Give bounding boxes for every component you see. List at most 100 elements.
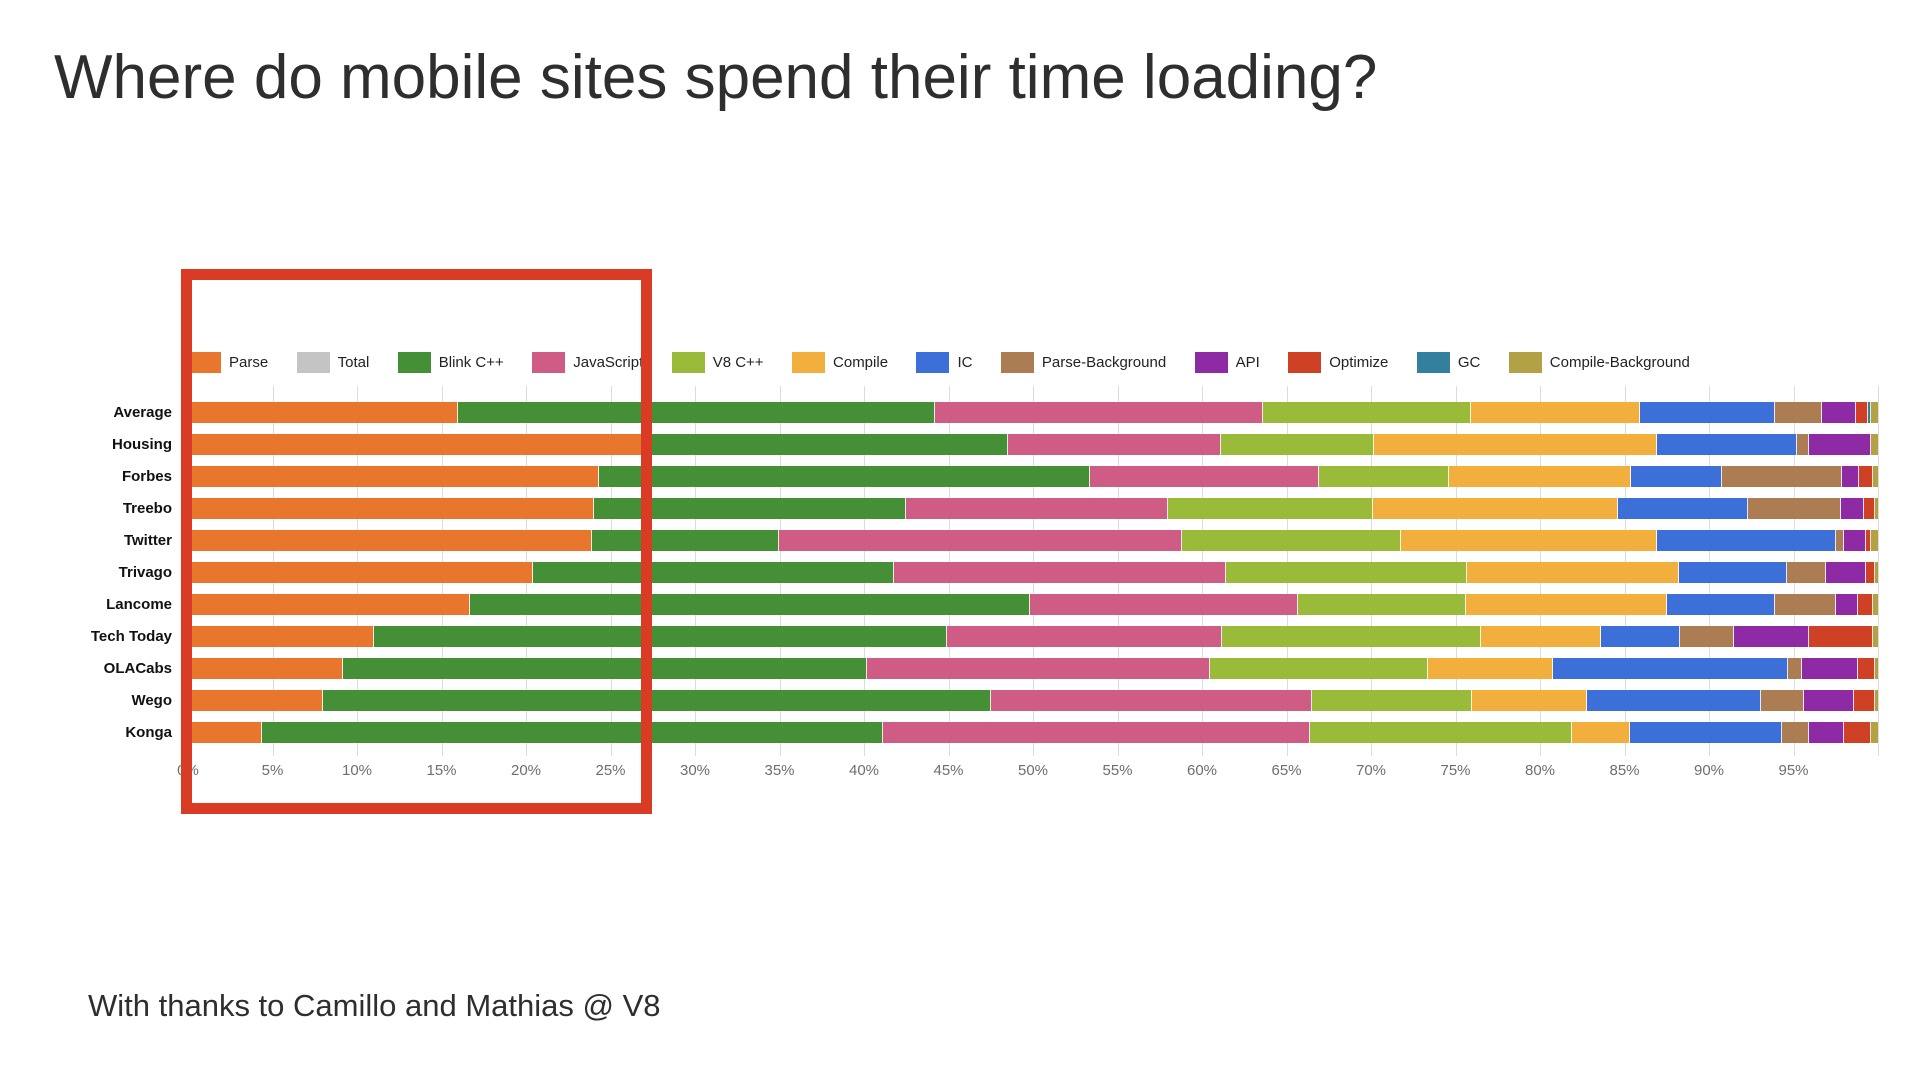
x-axis-tick-label: 75% (1440, 762, 1471, 779)
bar-segment-compile (1472, 690, 1588, 711)
bar-segment-blink-c- (532, 562, 895, 583)
bar-segment-blink-c- (262, 722, 883, 743)
bar-segment-parse (188, 722, 263, 743)
category-label: Tech Today (90, 628, 172, 645)
x-axis-tick-label: 20% (510, 762, 542, 779)
legend-item: Parse-Background (1000, 352, 1166, 373)
bar-segment-optimize (1864, 498, 1875, 519)
bar-segment-javascript (934, 402, 1263, 423)
bar-segment-parse (188, 530, 592, 551)
category-label: OLACabs (103, 660, 172, 677)
bar-segment-compile (1428, 658, 1554, 679)
x-axis-tick-label: 85% (1609, 762, 1640, 779)
legend-swatch-icon (1508, 352, 1542, 373)
bar-segment-javascript (946, 626, 1223, 647)
gridline (1878, 386, 1879, 756)
legend-label: Optimize (1329, 354, 1389, 371)
stacked-bar (188, 626, 1878, 647)
legend-swatch-icon (188, 352, 221, 373)
bar-segment-ic (1678, 562, 1787, 583)
legend-label: Blink C++ (438, 354, 504, 371)
category-label: Wego (131, 692, 172, 709)
legend-label: GC (1457, 354, 1481, 371)
legend-item: Compile-Background (1508, 352, 1690, 373)
bar-segment-javascript (990, 690, 1312, 711)
legend-label: JavaScript (573, 354, 644, 371)
bar-segment-parse (188, 562, 533, 583)
page-title: Where do mobile sites spend their time l… (54, 43, 1378, 112)
legend-swatch-icon (916, 352, 950, 373)
bar-segment-ic (1666, 594, 1775, 615)
category-label: Lancome (106, 596, 172, 613)
legend-swatch-icon (671, 352, 705, 373)
x-axis-tick-label: 25% (595, 762, 626, 779)
stacked-bar (188, 466, 1878, 487)
legend-swatch-icon (1416, 352, 1450, 373)
x-axis-tick-label: 40% (848, 762, 880, 779)
bar-segment-compile-background (1871, 722, 1878, 743)
legend-swatch-icon (1288, 352, 1322, 373)
x-axis-tick-label: 95% (1778, 762, 1809, 779)
bar-segment-api (1844, 530, 1867, 551)
x-axis-tick-label: 5% (261, 762, 284, 779)
category-label: Treebo (122, 500, 172, 517)
bar-segment-compile (1480, 626, 1601, 647)
bar-segment-parse (188, 594, 471, 615)
bar-segment-v8-c- (1225, 562, 1468, 583)
bar-segment-ic (1629, 722, 1782, 743)
bar-segment-blink-c- (591, 530, 780, 551)
legend-item: Total (296, 352, 369, 373)
bar-segment-api (1825, 562, 1867, 583)
category-label: Housing (112, 436, 172, 453)
x-axis-tick-label: 35% (764, 762, 795, 779)
legend-item: Parse (188, 352, 268, 373)
x-axis-tick-label: 15% (426, 762, 457, 779)
legend-item: JavaScript (532, 352, 643, 373)
bar-segment-parse (188, 626, 374, 647)
bar-segment-ic (1639, 402, 1775, 423)
category-label: Forbes (121, 468, 172, 485)
bar-segment-compile-background (1872, 466, 1878, 487)
bar-segment-optimize (1857, 594, 1873, 615)
x-axis-tick-label: 65% (1271, 762, 1302, 779)
stacked-bar (188, 594, 1878, 615)
bar-segment-blink-c- (458, 402, 935, 423)
bar-segment-ic (1617, 498, 1748, 519)
legend-swatch-icon (532, 352, 566, 373)
stacked-bar (188, 562, 1878, 583)
bar-segment-parse (188, 690, 324, 711)
x-axis-tick-label: 55% (1102, 762, 1133, 779)
bar-segment-ic (1631, 466, 1723, 487)
bar-segment-api (1842, 466, 1860, 487)
bar-segment-parse-background (1722, 466, 1843, 487)
x-axis-tick-label: 30% (679, 762, 711, 779)
x-axis-tick-label: 70% (1355, 762, 1387, 779)
bar-segment-optimize (1857, 658, 1875, 679)
bar-segment-blink-c- (470, 594, 1030, 615)
bar-segment-api (1840, 498, 1865, 519)
bar-segment-blink-c- (598, 466, 1091, 487)
category-label: Trivago (118, 564, 172, 581)
bar-segment-v8-c- (1310, 722, 1573, 743)
bar-segment-compile (1401, 530, 1657, 551)
bar-segment-javascript (1029, 594, 1299, 615)
legend-label: IC (957, 354, 973, 371)
legend-swatch-icon (1194, 352, 1228, 373)
x-axis-tick-label: 10% (341, 762, 373, 779)
bar-segment-javascript (1007, 434, 1221, 455)
bar-segment-api (1803, 690, 1855, 711)
bar-segment-v8-c- (1168, 498, 1373, 519)
bar-segment-compile-background (1874, 498, 1878, 519)
bar-segment-compile-background (1874, 690, 1878, 711)
x-axis-tick-label: 90% (1693, 762, 1725, 779)
bar-segment-parse-background (1796, 434, 1809, 455)
bar-segment-api (1734, 626, 1809, 647)
x-axis-tick-label: 45% (933, 762, 964, 779)
bar-segment-parse-background (1835, 530, 1845, 551)
x-axis-tick-label: 50% (1017, 762, 1049, 779)
legend-item: IC (916, 352, 972, 373)
legend-item: Blink C++ (397, 352, 504, 373)
bar-segment-parse-background (1786, 562, 1826, 583)
stacked-bar (188, 434, 1878, 455)
